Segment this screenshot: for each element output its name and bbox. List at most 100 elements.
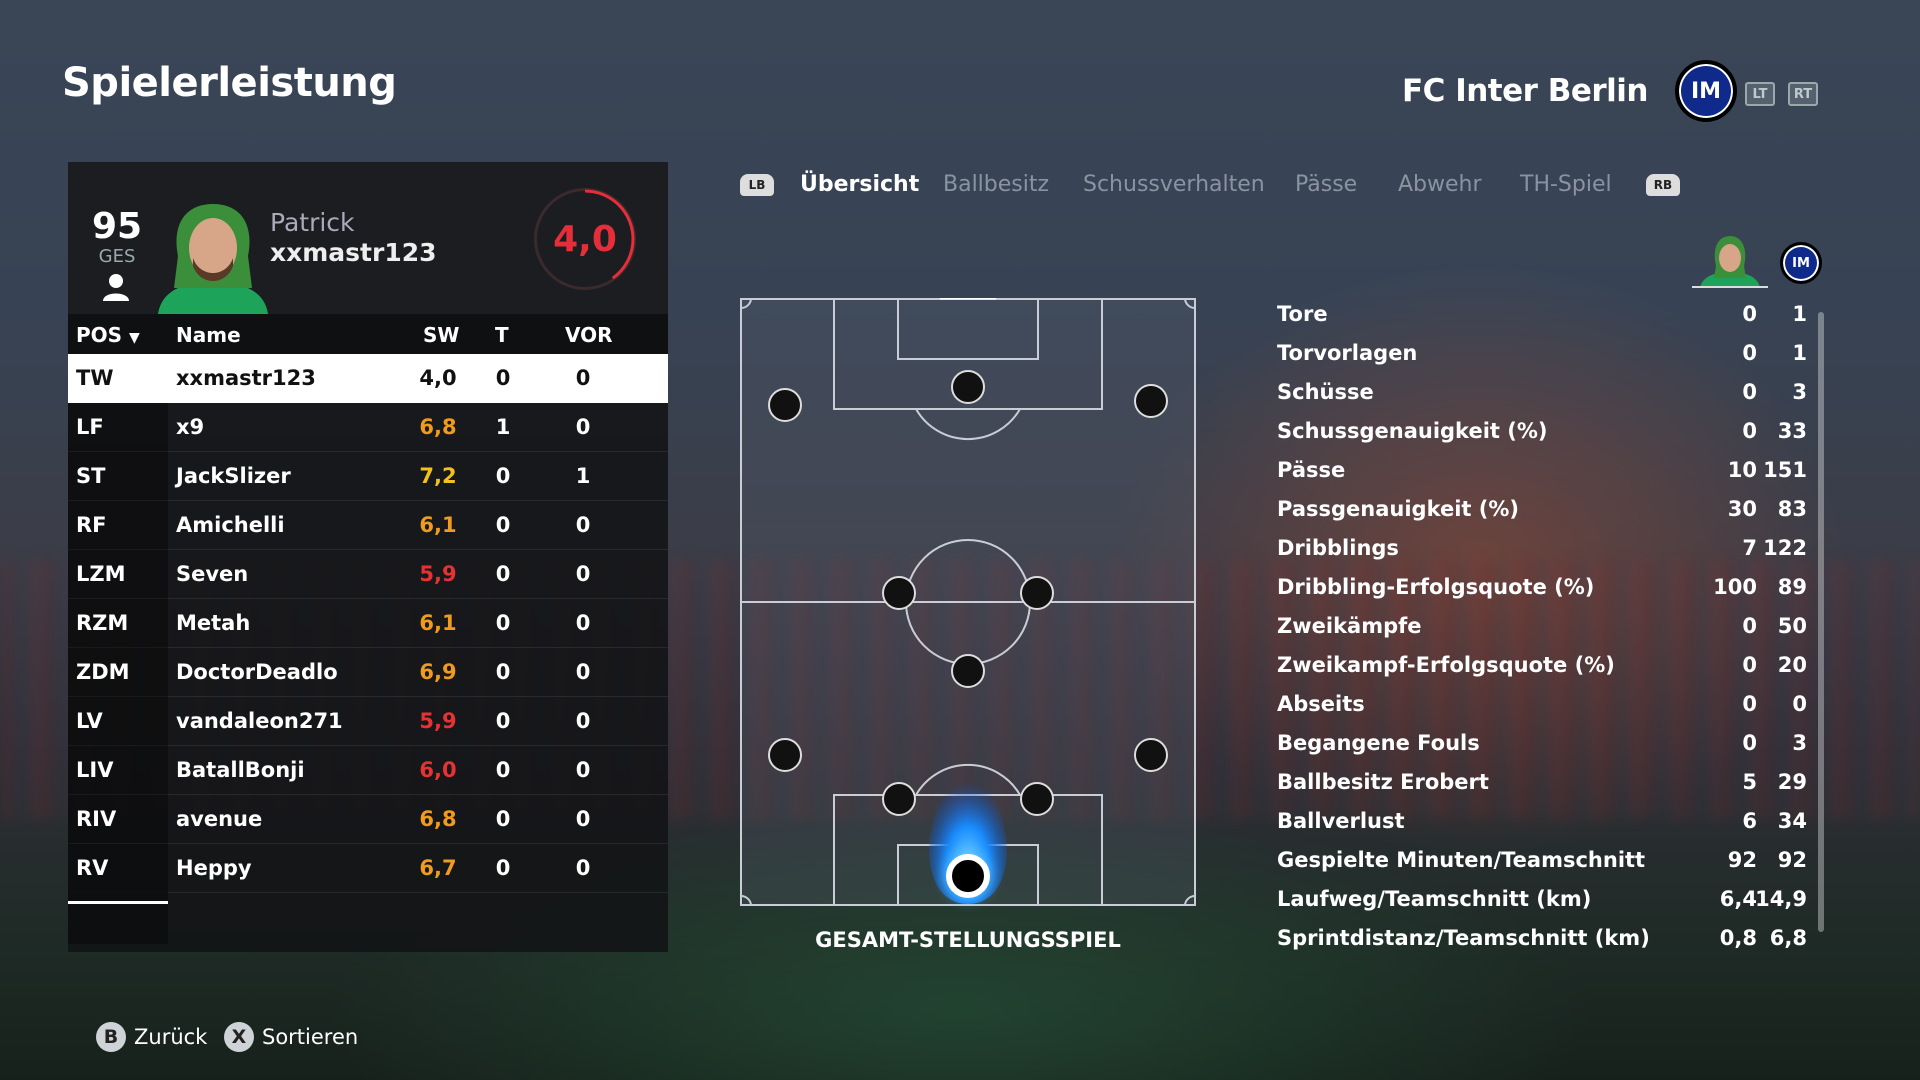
row-assists: 1	[575, 464, 591, 488]
stat-player-value: 100	[1713, 575, 1757, 599]
back-label: Zurück	[134, 1025, 208, 1049]
table-row[interactable]: RV Heppy 6,7 0 0	[68, 844, 668, 893]
table-row[interactable]: ST JackSlizer 7,2 0 1	[68, 452, 668, 501]
row-name: x9	[176, 415, 205, 439]
x-button-icon: X	[224, 1022, 254, 1052]
row-name: Amichelli	[176, 513, 285, 537]
stat-player-value: 92	[1727, 848, 1757, 872]
person-icon	[103, 274, 129, 301]
stat-player-value: 0	[1742, 380, 1757, 404]
back-button[interactable]: B Zurück	[96, 1022, 207, 1052]
team-name: FC Inter Berlin	[1401, 73, 1649, 109]
table-row[interactable]: RZM Metah 6,1 0 0	[68, 599, 668, 648]
row-rating: 5,9	[419, 709, 457, 733]
row-pos: LV	[76, 709, 103, 733]
row-assists: 0	[575, 807, 591, 831]
table-row[interactable]: TW xxmastr123 4,0 0 0	[68, 354, 668, 403]
selected-player-dot	[946, 854, 990, 898]
row-pos: ZDM	[76, 660, 130, 684]
stat-row: Passgenauigkeit (%) 30 83	[1277, 491, 1807, 530]
stats-scrollbar[interactable]	[1818, 312, 1824, 932]
stat-row: Torvorlagen 0 1	[1277, 335, 1807, 374]
stat-row: Ballbesitz Erobert 5 29	[1277, 764, 1807, 803]
stat-team-value: 34	[1777, 809, 1807, 833]
row-name: Seven	[176, 562, 249, 586]
stat-row: Schussgenauigkeit (%) 0 33	[1277, 413, 1807, 452]
row-pos: RV	[76, 856, 109, 880]
rb-bumper-icon[interactable]: RB	[1646, 174, 1680, 196]
row-assists: 0	[575, 513, 591, 537]
row-goals: 0	[495, 709, 511, 733]
pos-cell-bg	[68, 697, 168, 746]
stat-team-value: 29	[1777, 770, 1807, 794]
tab-uebersicht[interactable]: Übersicht	[800, 172, 920, 197]
row-goals: 0	[495, 513, 511, 537]
stat-row: Begangene Fouls 0 3	[1277, 725, 1807, 764]
pos-cell-bg	[68, 648, 168, 697]
row-pos: TW	[76, 366, 114, 390]
table-row[interactable]: RF Amichelli 6,1 0 0	[68, 501, 668, 550]
tab-ballbesitz[interactable]: Ballbesitz	[943, 172, 1050, 197]
row-assists: 0	[575, 366, 591, 390]
player-portrait	[158, 204, 268, 314]
row-name: xxmastr123	[176, 366, 316, 390]
position-dot	[768, 738, 802, 772]
stat-player-value: 6,4	[1719, 887, 1757, 911]
row-assists: 0	[575, 709, 591, 733]
stat-player-value: 6	[1742, 809, 1757, 833]
team-avatar-icon: IM	[1780, 242, 1822, 284]
stat-label: Schüsse	[1277, 380, 1374, 404]
row-rating: 6,8	[419, 415, 457, 439]
stats-tabs: LB Übersicht Ballbesitz Schussverhalten …	[740, 168, 1690, 208]
table-row[interactable]: ZDM DoctorDeadlo 6,9 0 0	[68, 648, 668, 697]
stat-label: Begangene Fouls	[1277, 731, 1480, 755]
stat-player-value: 7	[1742, 536, 1757, 560]
table-row[interactable]: LIV BatallBonji 6,0 0 0	[68, 746, 668, 795]
stat-label: Laufweg/Teamschnitt (km)	[1277, 887, 1592, 911]
table-row[interactable]: LZM Seven 5,9 0 0	[68, 550, 668, 599]
stat-team-value: 33	[1777, 419, 1807, 443]
tab-abwehr[interactable]: Abwehr	[1398, 172, 1482, 197]
player-table: TW xxmastr123 4,0 0 0 LF x9 6,8 1 0 ST JackSlizer 7,…	[68, 354, 668, 893]
rt-trigger-icon[interactable]: RT	[1788, 82, 1818, 106]
lt-trigger-icon[interactable]: LT	[1745, 82, 1775, 106]
stat-player-value: 0	[1742, 341, 1757, 365]
row-pos: LF	[76, 415, 104, 439]
tab-th-spiel[interactable]: TH-Spiel	[1520, 172, 1612, 197]
tab-schussverhalten[interactable]: Schussverhalten	[1083, 172, 1265, 197]
table-row[interactable]: LF x9 6,8 1 0	[68, 403, 668, 452]
stat-label: Zweikämpfe	[1277, 614, 1422, 638]
stat-row: Tore 0 1	[1277, 296, 1807, 335]
stat-player-value: 0	[1742, 653, 1757, 677]
stat-label: Pässe	[1277, 458, 1346, 482]
lb-bumper-icon[interactable]: LB	[740, 174, 774, 196]
stat-team-value: 14,9	[1755, 887, 1807, 911]
stat-team-value: 3	[1792, 380, 1807, 404]
row-assists: 0	[575, 611, 591, 635]
header-pos-sort[interactable]: POS ▼	[76, 323, 140, 347]
stat-label: Zweikampf-Erfolgsquote (%)	[1277, 653, 1615, 677]
stat-player-value: 0,8	[1719, 926, 1757, 950]
stat-row: Sprintdistanz/Teamschnitt (km) 0,8 6,8	[1277, 920, 1807, 959]
table-row[interactable]: LV vandaleon271 5,9 0 0	[68, 697, 668, 746]
header-pos: POS	[76, 323, 123, 347]
header-t: T	[495, 323, 509, 347]
row-rating: 6,0	[419, 758, 457, 782]
sort-button[interactable]: X Sortieren	[224, 1022, 358, 1052]
table-row[interactable]: RIV avenue 6,8 0 0	[68, 795, 668, 844]
row-name: avenue	[176, 807, 263, 831]
stat-label: Ballbesitz Erobert	[1277, 770, 1489, 794]
stat-label: Ballverlust	[1277, 809, 1405, 833]
pitch-positioning-map	[740, 296, 1196, 906]
b-button-icon: B	[96, 1022, 126, 1052]
player-first-name: Patrick	[270, 208, 355, 237]
position-dot	[1020, 576, 1054, 610]
row-rating: 6,1	[419, 513, 457, 537]
stat-player-value: 0	[1742, 692, 1757, 716]
stat-player-value: 0	[1742, 614, 1757, 638]
tab-paesse[interactable]: Pässe	[1295, 172, 1358, 197]
row-goals: 0	[495, 856, 511, 880]
row-assists: 0	[575, 856, 591, 880]
stat-team-value: 50	[1777, 614, 1807, 638]
team-logo-text: IM	[1690, 78, 1722, 104]
